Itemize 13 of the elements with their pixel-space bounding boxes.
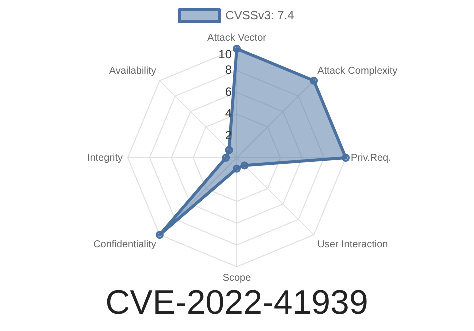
spoke-label: Integrity: [87, 152, 123, 164]
text: CVE-2022-41939: [104, 284, 370, 323]
y-tick-label: 6: [225, 84, 232, 99]
y-tick-label: 10: [218, 47, 232, 62]
spoke-label: User Interaction: [318, 239, 388, 250]
spoke-label: Confidentiality: [94, 239, 156, 250]
spoke-label: Scope: [222, 272, 252, 284]
spoke-label: Availability: [109, 66, 156, 78]
legend-label: CVSSv3: 7.4: [226, 8, 295, 22]
y-tick-label: 8: [225, 63, 232, 78]
spoke-label: Attack Complexity: [318, 66, 398, 78]
spoke-label: Priv.Req.: [351, 152, 392, 164]
spoke-label: Attack Vector: [208, 32, 268, 44]
